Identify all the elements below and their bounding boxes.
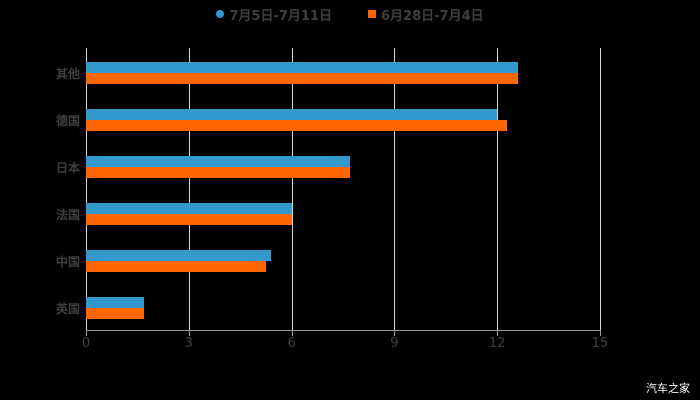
legend-swatch-square-icon — [368, 10, 376, 18]
gridline — [497, 48, 499, 330]
legend-swatch-circle-icon — [216, 10, 225, 18]
bar-series-1[interactable] — [86, 203, 292, 214]
gridline — [188, 48, 190, 330]
plot-area — [86, 48, 601, 330]
x-tick — [86, 330, 87, 336]
x-tick — [497, 330, 499, 336]
bar-series-2[interactable] — [86, 73, 518, 84]
y-category-label: 德国 — [55, 114, 80, 128]
gridline — [86, 48, 87, 330]
bar-series-2[interactable] — [86, 167, 350, 178]
chart-legend: 7月5日-7月11日 6月28日-7月4日 — [0, 4, 700, 24]
legend-label: 7月5日-7月11日 — [229, 8, 332, 24]
bar-series-1[interactable] — [86, 156, 350, 167]
bar-series-1[interactable] — [86, 109, 498, 120]
gridline — [394, 48, 396, 330]
legend-label: 6月28日-7月4日 — [381, 8, 484, 24]
x-tick-label: 0 — [81, 336, 91, 351]
y-category-label: 其他 — [55, 67, 80, 81]
y-category-label: 日本 — [55, 161, 80, 175]
bar-series-1[interactable] — [86, 62, 518, 73]
watermark: 汽车之家 — [646, 382, 690, 395]
bar-series-2[interactable] — [86, 120, 508, 131]
x-axis-line — [86, 330, 600, 331]
legend-item-series-1[interactable]: 7月5日-7月11日 — [216, 5, 332, 24]
bar-series-2[interactable] — [86, 308, 145, 319]
legend-item-series-2[interactable]: 6月28日-7月4日 — [368, 5, 484, 24]
x-tick-label: 3 — [184, 336, 193, 351]
gridline — [291, 48, 293, 330]
x-tick — [291, 330, 293, 336]
x-tick — [394, 330, 396, 336]
x-tick-label: 6 — [287, 336, 296, 351]
y-category-label: 中国 — [55, 255, 80, 269]
x-tick-label: 12 — [488, 336, 506, 351]
x-tick — [188, 330, 190, 336]
gridline — [600, 48, 601, 330]
x-tick — [600, 330, 601, 336]
bar-series-1[interactable] — [86, 297, 145, 308]
bar-series-2[interactable] — [86, 214, 292, 225]
x-tick-label: 15 — [591, 336, 609, 351]
x-tick-label: 9 — [390, 336, 399, 351]
bar-series-1[interactable] — [86, 250, 272, 261]
y-category-label: 英国 — [55, 302, 80, 316]
y-category-label: 法国 — [55, 208, 80, 222]
bar-series-2[interactable] — [86, 261, 266, 272]
